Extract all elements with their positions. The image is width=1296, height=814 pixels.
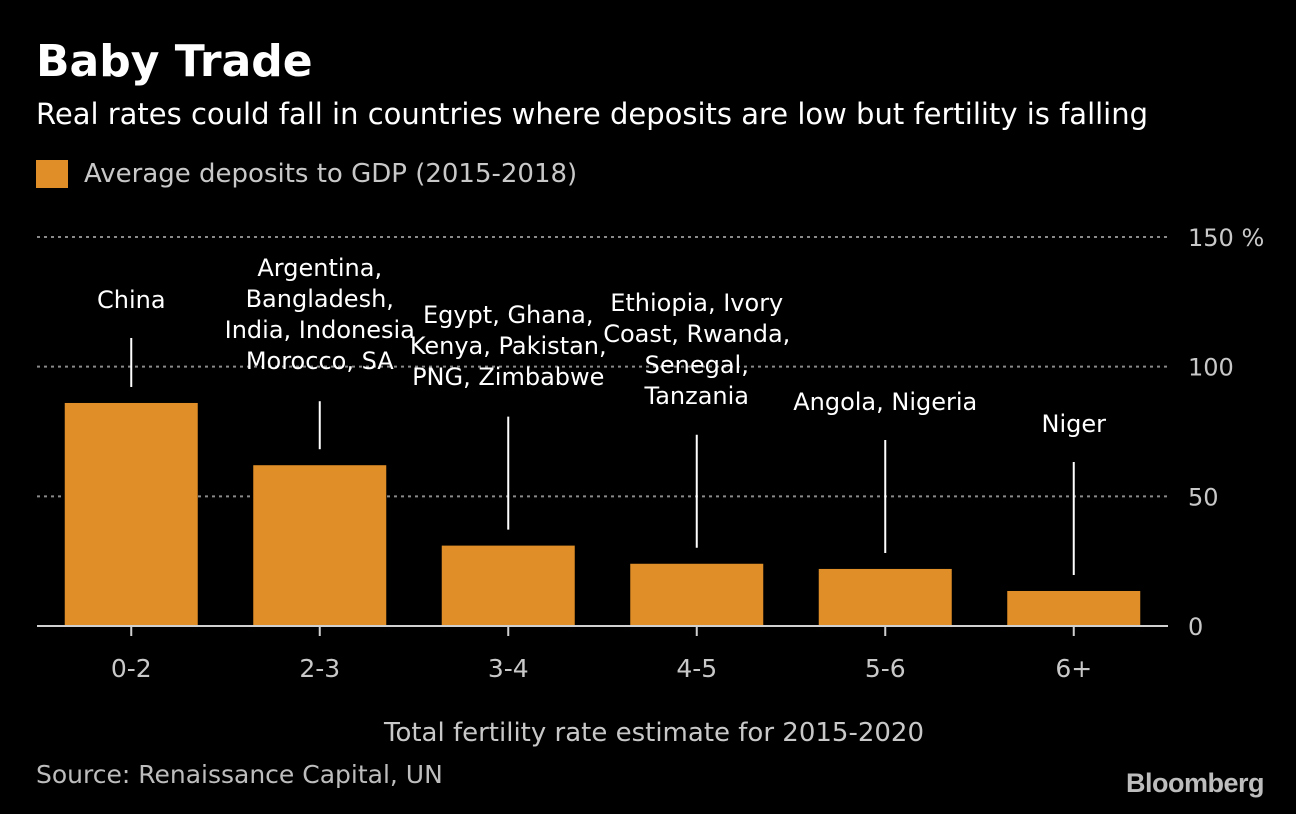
annotation-label: Ethiopia, Ivory Coast, Rwanda, Senegal, Tan… xyxy=(603,289,790,410)
legend-label: Average deposits to GDP (2015-2018) xyxy=(84,159,578,189)
x-tick-label: 6+ xyxy=(1055,654,1092,683)
annotation-label: China xyxy=(97,286,166,314)
annotation-line: Coast, Rwanda, xyxy=(603,320,790,348)
annotation-line: Angola, Nigeria xyxy=(793,388,977,416)
annotation-line: India, Indonesia xyxy=(225,316,415,344)
annotation-line: Niger xyxy=(1042,410,1107,438)
annotation-line: Senegal, xyxy=(645,351,749,379)
x-tick-label: 4-5 xyxy=(676,654,717,683)
annotation-line: Tanzania xyxy=(644,382,750,410)
bloomberg-logo: Bloomberg xyxy=(1126,768,1265,798)
annotation-label: Egypt, Ghana, Kenya, Pakistan, PNG, Zimbab… xyxy=(410,301,607,391)
annotation-label: Argentina, Bangladesh, India, Indonesia Mor… xyxy=(225,254,415,375)
chart-title: Baby Trade xyxy=(36,36,313,87)
bar xyxy=(1007,590,1141,626)
y-tick-label: 100 xyxy=(1188,354,1234,382)
annotation-line: China xyxy=(97,286,166,314)
y-tick-label: 150 % xyxy=(1188,224,1264,252)
legend: Average deposits to GDP (2015-2018) xyxy=(36,156,577,192)
annotation-label: Angola, Nigeria xyxy=(793,388,977,416)
bar xyxy=(64,402,198,626)
x-axis-label: Total fertility rate estimate for 2015-2… xyxy=(383,718,924,748)
x-tick-label: 0-2 xyxy=(111,654,152,683)
annotation-line: Ethiopia, Ivory xyxy=(610,289,783,317)
legend-swatch xyxy=(36,160,68,188)
bar xyxy=(441,545,575,626)
bar xyxy=(253,465,387,626)
annotation-line: Kenya, Pakistan, xyxy=(410,332,607,360)
bar xyxy=(818,568,952,626)
bar xyxy=(630,563,764,626)
annotation-label: Niger xyxy=(1042,410,1107,438)
chart-subtitle: Real rates could fall in countries where… xyxy=(36,97,1149,131)
y-tick-label: 0 xyxy=(1188,613,1203,641)
annotation-line: Argentina, xyxy=(257,254,382,282)
source-note: Source: Renaissance Capital, UN xyxy=(36,760,443,789)
x-tick-label: 2-3 xyxy=(299,654,340,683)
x-tick-label: 3-4 xyxy=(488,654,529,683)
annotation-line: Morocco, SA xyxy=(246,347,394,375)
y-tick-label: 50 xyxy=(1188,483,1219,511)
annotation-line: Egypt, Ghana, xyxy=(423,301,594,329)
annotation-line: Bangladesh, xyxy=(246,285,394,313)
annotation-line: PNG, Zimbabwe xyxy=(412,363,604,391)
x-tick-label: 5-6 xyxy=(865,654,906,683)
